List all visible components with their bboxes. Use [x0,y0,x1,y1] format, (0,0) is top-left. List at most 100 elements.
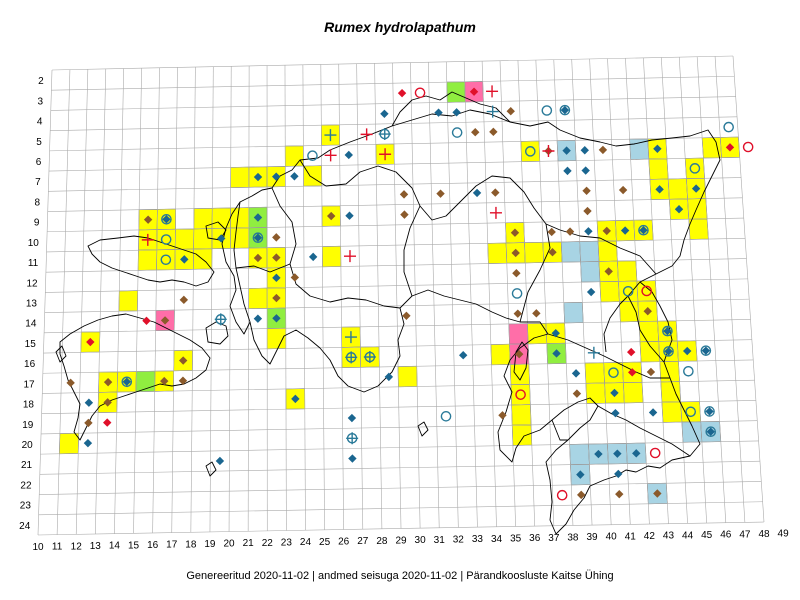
column-label: 36 [529,533,541,544]
teal-circle-marker [511,288,523,299]
grid-line-vertical [643,57,669,524]
teal-circle-marker [252,232,264,244]
grid-cell-yellow [248,287,268,310]
grid-line-vertical [374,63,383,529]
grid-cell-yellow [193,228,213,250]
blue-diamond-marker [215,456,225,466]
blue-diamond-marker [348,454,357,463]
blue-diamond-marker [253,233,263,242]
blue-diamond-marker [683,346,692,356]
brown-diamond-marker [646,367,656,377]
brown-diamond-marker [565,227,575,236]
brown-diamond-marker [491,188,500,197]
column-label: 25 [319,537,331,548]
brown-diamond-marker [84,418,93,428]
teal-plus-marker [344,331,357,344]
island-kihnu [417,421,429,437]
grid-line-horizontal [48,157,740,172]
column-label: 37 [548,533,560,544]
blue-diamond-marker [560,105,570,115]
blue-diamond-marker [253,213,263,222]
blue-diamond-marker [563,166,572,176]
blue-diamond-marker [253,172,263,182]
brown-diamond-marker [572,389,582,398]
grid-cell-yellow [511,404,532,426]
teal-plus-marker [214,313,227,326]
row-label: 15 [25,339,37,350]
column-label: 19 [204,539,216,550]
row-label: 20 [22,440,34,451]
teal-circle-marker [525,146,536,157]
brown-diamond-marker [66,378,75,388]
grid-cell-lightblue [681,421,703,443]
blue-diamond-marker [162,215,171,224]
grid-line-vertical [463,61,478,528]
row-label: 7 [35,177,41,188]
county-line [271,187,401,309]
teal-circle-marker [685,406,697,418]
grid-cell-yellow [510,384,531,406]
column-label: 48 [758,529,770,540]
grid-line-vertical [320,64,325,530]
blue-diamond-marker [691,184,701,193]
red-circle-marker [414,87,426,99]
grid-cell-yellow [118,290,139,312]
grid-line-horizontal [37,521,765,536]
column-label: 46 [720,530,732,541]
teal-circle-marker [559,104,571,116]
red-diamond-marker [469,87,479,96]
brown-diamond-marker [514,349,524,359]
grid-cell-lightblue [580,261,601,283]
teal-circle-marker [700,345,712,356]
island-hiiumaa [87,235,215,287]
red-diamond-marker [86,337,95,347]
blue-diamond-marker [552,349,561,358]
brown-diamond-marker [498,411,507,420]
brown-diamond-marker [436,189,445,198]
blue-diamond-marker [380,109,389,118]
grid-line-vertical [75,69,89,535]
blue-diamond-marker [655,185,664,194]
grid-cell-yellow [638,320,660,343]
county-line [547,333,670,379]
brown-diamond-marker [643,307,652,316]
teal-circle-marker [307,150,318,162]
red-plus-marker [360,128,373,141]
red-plus-marker [542,144,555,157]
blue-diamond-marker [614,469,623,479]
grid-cell-pink [508,323,529,345]
blue-diamond-marker [664,347,673,356]
column-label: 47 [739,529,751,540]
brown-diamond-marker [326,211,336,221]
brown-diamond-marker [548,248,557,257]
grid-cell-yellow [303,165,323,187]
red-circle-marker [556,489,568,501]
column-label: 20 [223,539,235,550]
row-label: 23 [20,501,32,512]
row-label: 12 [26,278,38,289]
grid-cell-yellow [639,341,661,363]
grid-line-horizontal [51,55,734,71]
blue-diamond-marker [594,449,603,459]
blue-diamond-marker [272,172,281,181]
grid-cell-yellow [230,166,250,189]
column-label: 42 [644,531,656,542]
grid-line-vertical [661,57,688,524]
grid-line-vertical [228,66,232,532]
brown-diamond-marker [511,248,520,258]
grid-cell-yellow [321,245,342,268]
brown-diamond-marker [400,210,409,219]
mainland-border [233,109,721,535]
brown-diamond-marker [253,253,263,263]
blue-diamond-marker [613,449,622,458]
grid-cell-lightblue [569,443,590,466]
brown-diamond-marker [143,215,153,224]
blue-diamond-marker [291,394,300,404]
grid-cell-yellow [174,228,195,250]
grid-line-vertical [714,56,746,523]
brown-diamond-marker [471,127,480,137]
column-labels: 10 11 12 13 14 15 16 17 18 19 20 21 22 23 24 25 26 27 28 29… [32,529,789,553]
blue-diamond-marker [701,346,711,355]
grid-cell-yellow [636,280,657,302]
